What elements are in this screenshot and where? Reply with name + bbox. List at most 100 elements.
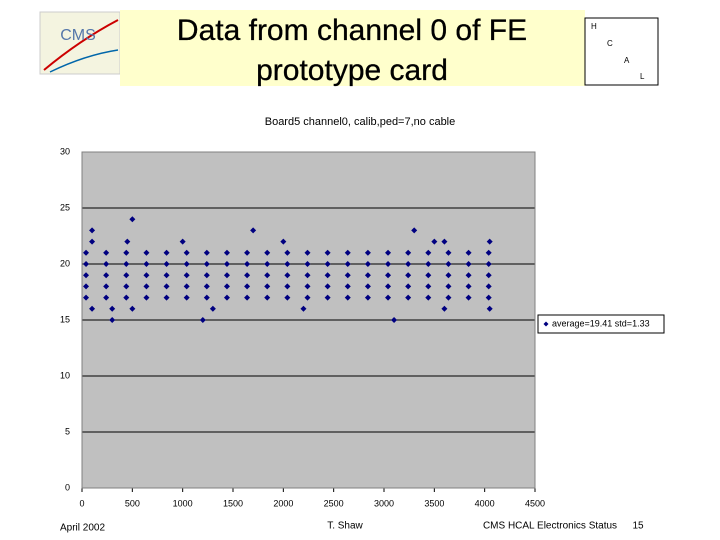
logo-track xyxy=(43,19,119,71)
data-point xyxy=(89,227,96,234)
data-point xyxy=(123,283,130,290)
data-point xyxy=(324,249,331,256)
data-point xyxy=(109,317,116,323)
data-point xyxy=(405,294,412,301)
data-point xyxy=(223,294,230,301)
data-point xyxy=(203,249,210,256)
data-point xyxy=(405,272,412,279)
data-point xyxy=(83,294,90,301)
data-point xyxy=(364,261,371,267)
data-point xyxy=(425,261,432,267)
data-point xyxy=(431,238,438,245)
data-point xyxy=(344,261,351,267)
data-point xyxy=(344,249,351,256)
data-point xyxy=(284,272,291,279)
data-point xyxy=(486,305,493,312)
data-point xyxy=(244,283,251,290)
footer-page: 15 xyxy=(632,521,644,532)
y-tick-label: 30 xyxy=(60,146,70,156)
data-point xyxy=(203,283,210,290)
data-point xyxy=(183,283,190,290)
data-point xyxy=(123,261,130,267)
data-point xyxy=(103,249,110,256)
legend-box xyxy=(537,314,665,334)
data-point xyxy=(445,283,452,290)
data-point xyxy=(264,283,271,290)
x-tick-label: 3000 xyxy=(374,498,394,508)
legend-label: average=19.41 std=1.33 xyxy=(552,318,650,328)
slide-title: Data from channel 0 of FE prototype card xyxy=(177,14,527,87)
data-point xyxy=(203,294,210,301)
data-point xyxy=(391,317,398,323)
data-point xyxy=(163,249,170,256)
data-point xyxy=(385,294,392,301)
data-point xyxy=(324,283,331,290)
plot-border xyxy=(81,151,536,489)
title-box xyxy=(120,10,585,86)
data-point xyxy=(203,261,210,267)
data-point xyxy=(364,283,371,290)
data-point xyxy=(284,249,291,256)
data-point xyxy=(284,283,291,290)
y-tick-label: 5 xyxy=(65,426,70,436)
y-tick-label: 20 xyxy=(60,258,70,268)
data-point xyxy=(163,283,170,290)
data-point xyxy=(183,272,190,279)
x-tick-label: 4000 xyxy=(475,498,495,508)
x-tick-label: 4500 xyxy=(525,498,545,508)
data-point xyxy=(465,261,472,267)
data-point xyxy=(284,261,291,267)
data-point xyxy=(324,294,331,301)
data-point xyxy=(300,305,307,312)
data-point xyxy=(250,227,257,234)
data-point xyxy=(264,272,271,279)
hcal-letter: A xyxy=(624,56,630,65)
data-point xyxy=(199,317,206,323)
data-point xyxy=(129,216,136,223)
data-point xyxy=(441,238,448,245)
data-point xyxy=(103,283,110,290)
data-point xyxy=(83,261,90,267)
data-point xyxy=(445,294,452,301)
data-point xyxy=(89,238,96,245)
hcal-logo xyxy=(584,17,659,86)
x-tick-label: 500 xyxy=(125,498,140,508)
data-point xyxy=(103,261,110,267)
chart-title: Board5 channel0, calib,ped=7,no cable xyxy=(265,116,456,128)
y-tick-label: 15 xyxy=(60,314,70,324)
x-tick-label: 2000 xyxy=(273,498,293,508)
data-point xyxy=(109,305,116,312)
data-point xyxy=(284,294,291,301)
data-point xyxy=(83,249,90,256)
hcal-letter: H xyxy=(591,22,597,31)
data-point xyxy=(163,272,170,279)
data-point xyxy=(465,249,472,256)
data-point xyxy=(445,249,452,256)
data-point xyxy=(143,261,150,267)
data-point xyxy=(485,272,492,279)
data-point xyxy=(364,294,371,301)
data-point xyxy=(364,272,371,279)
footer-talk: CMS HCAL Electronics Status xyxy=(483,521,617,532)
data-point xyxy=(83,272,90,279)
data-point xyxy=(223,249,230,256)
data-point xyxy=(203,272,210,279)
data-point xyxy=(244,294,251,301)
data-point xyxy=(385,261,392,267)
data-point xyxy=(465,272,472,279)
data-point xyxy=(143,294,150,301)
data-point xyxy=(129,305,136,312)
data-point xyxy=(344,272,351,279)
data-point xyxy=(264,261,271,267)
data-point xyxy=(485,294,492,301)
data-point xyxy=(344,294,351,301)
data-point xyxy=(405,283,412,290)
data-point xyxy=(385,249,392,256)
x-tick-label: 1000 xyxy=(173,498,193,508)
x-tick-label: 2500 xyxy=(324,498,344,508)
x-tick-label: 1500 xyxy=(223,498,243,508)
x-tick-label: 0 xyxy=(79,498,84,508)
data-point xyxy=(103,294,110,301)
